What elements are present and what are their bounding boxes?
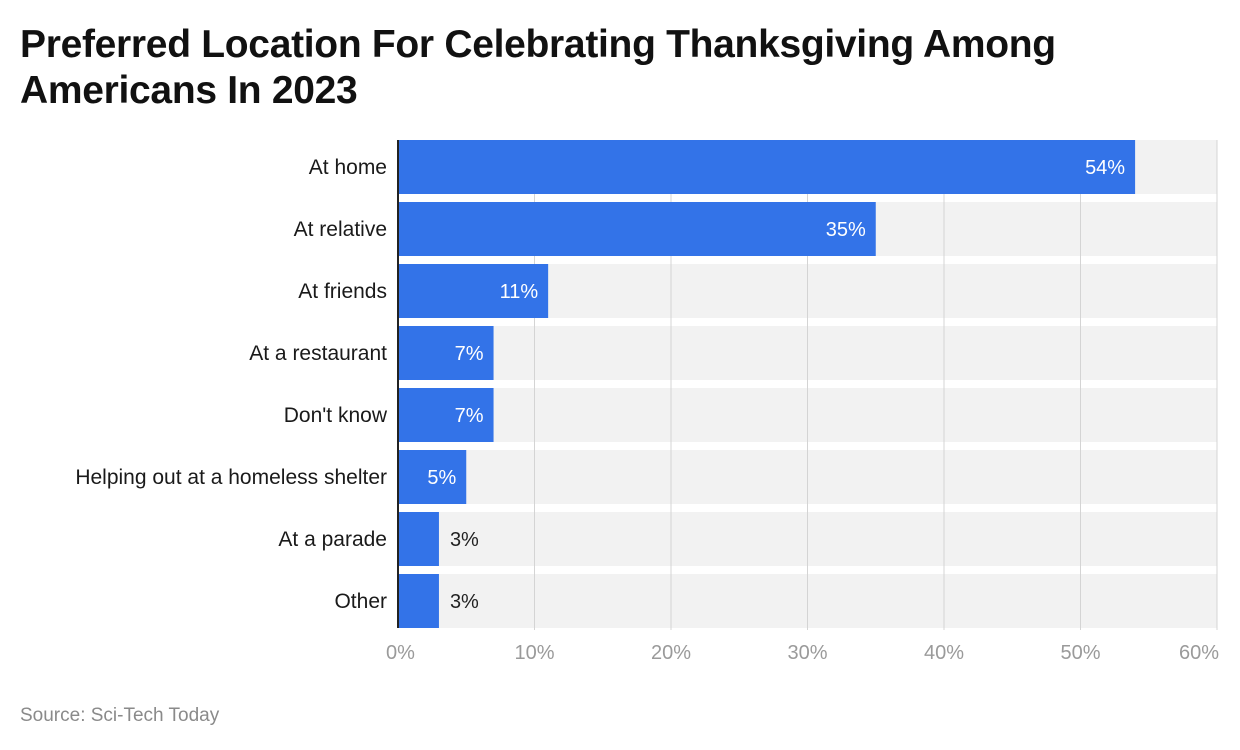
- bar: [398, 326, 494, 380]
- bar: [398, 388, 494, 442]
- value-label: 5%: [427, 467, 456, 489]
- bar: [398, 264, 549, 318]
- x-tick-label: 10%: [514, 642, 554, 664]
- value-label: 7%: [455, 405, 484, 427]
- chart-title: Preferred Location For Celebrating Thank…: [20, 23, 1056, 112]
- category-label: At friends: [298, 280, 387, 303]
- category-label: Helping out at a homeless shelter: [75, 466, 387, 489]
- value-label: 7%: [455, 343, 484, 365]
- value-labels: 54% 35% 11% 7% 7% 5% 3% 3%: [427, 157, 1125, 613]
- x-tick-label: 50%: [1060, 642, 1100, 664]
- value-label: 3%: [450, 529, 479, 551]
- x-tick-label: 30%: [787, 642, 827, 664]
- value-label: 35%: [826, 219, 866, 241]
- value-label: 54%: [1085, 157, 1125, 179]
- category-label: Other: [334, 590, 387, 613]
- x-tick-label: 20%: [651, 642, 691, 664]
- value-label: 3%: [450, 591, 479, 613]
- bar: [398, 574, 439, 628]
- bar: [398, 140, 1136, 194]
- value-label: 11%: [500, 281, 539, 303]
- bar-chart: At home At relative At friends At a restaur…: [75, 140, 1219, 664]
- bar: [398, 202, 876, 256]
- x-axis-ticks: 0% 10% 20% 30% 40% 50% 60%: [386, 642, 1219, 664]
- bar: [398, 512, 439, 566]
- source-note: Source: Sci-Tech Today: [20, 705, 220, 726]
- category-labels: At home At relative At friends At a restaur…: [75, 156, 388, 613]
- category-label: At relative: [294, 218, 387, 241]
- category-label: At a parade: [278, 528, 387, 551]
- bars: [398, 140, 1136, 628]
- x-tick-label: 60%: [1179, 642, 1219, 664]
- category-label: At a restaurant: [249, 342, 387, 365]
- x-tick-label: 40%: [924, 642, 964, 664]
- bar: [398, 450, 467, 504]
- category-label: Don't know: [284, 404, 388, 427]
- x-tick-label: 0%: [386, 642, 415, 664]
- category-label: At home: [309, 156, 387, 179]
